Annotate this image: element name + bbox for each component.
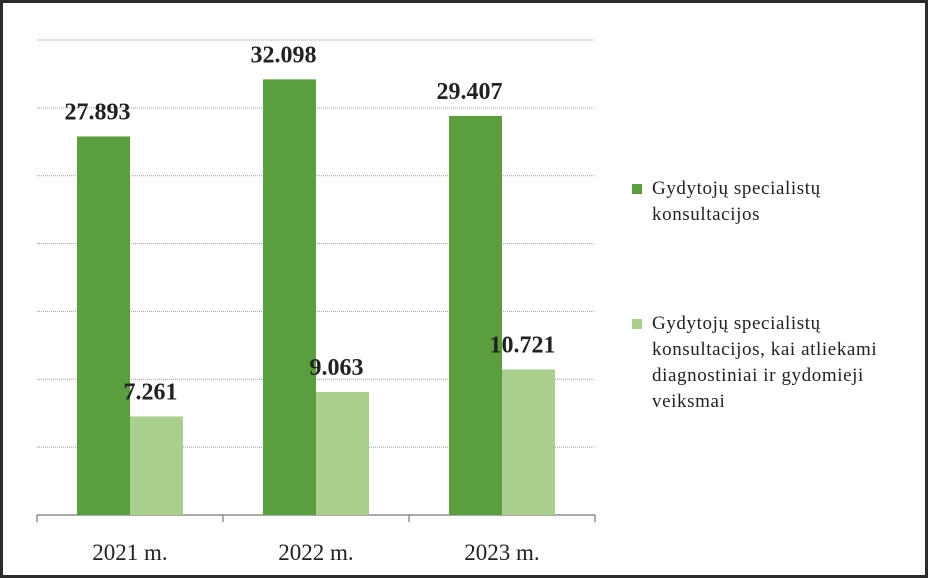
bar (77, 136, 130, 515)
legend-swatch (632, 184, 642, 194)
value-label: 9.063 (310, 355, 364, 381)
bar (130, 416, 183, 515)
value-label: 32.098 (251, 42, 317, 68)
legend-label: Gydytojų specialistų konsultacijos (652, 178, 821, 225)
bar (502, 369, 555, 515)
legend-label: Gydytojų specialistų konsultacijos, kai … (652, 313, 878, 412)
value-label: 29.407 (437, 79, 503, 105)
x-tick-label: 2023 m. (464, 540, 539, 565)
bar (449, 115, 502, 515)
x-tick-label: 2022 m. (278, 540, 353, 565)
legend-item: Gydytojų specialistų konsultacijos, kai … (632, 311, 882, 415)
bar (316, 392, 369, 515)
value-label: 27.893 (65, 99, 131, 125)
bar (263, 79, 316, 516)
value-label: 7.261 (124, 379, 178, 405)
x-tick-label: 2021 m. (92, 540, 167, 565)
value-label: 10.721 (490, 333, 556, 359)
legend-item: Gydytojų specialistų konsultacijos (632, 176, 882, 228)
legend-swatch (632, 319, 642, 329)
